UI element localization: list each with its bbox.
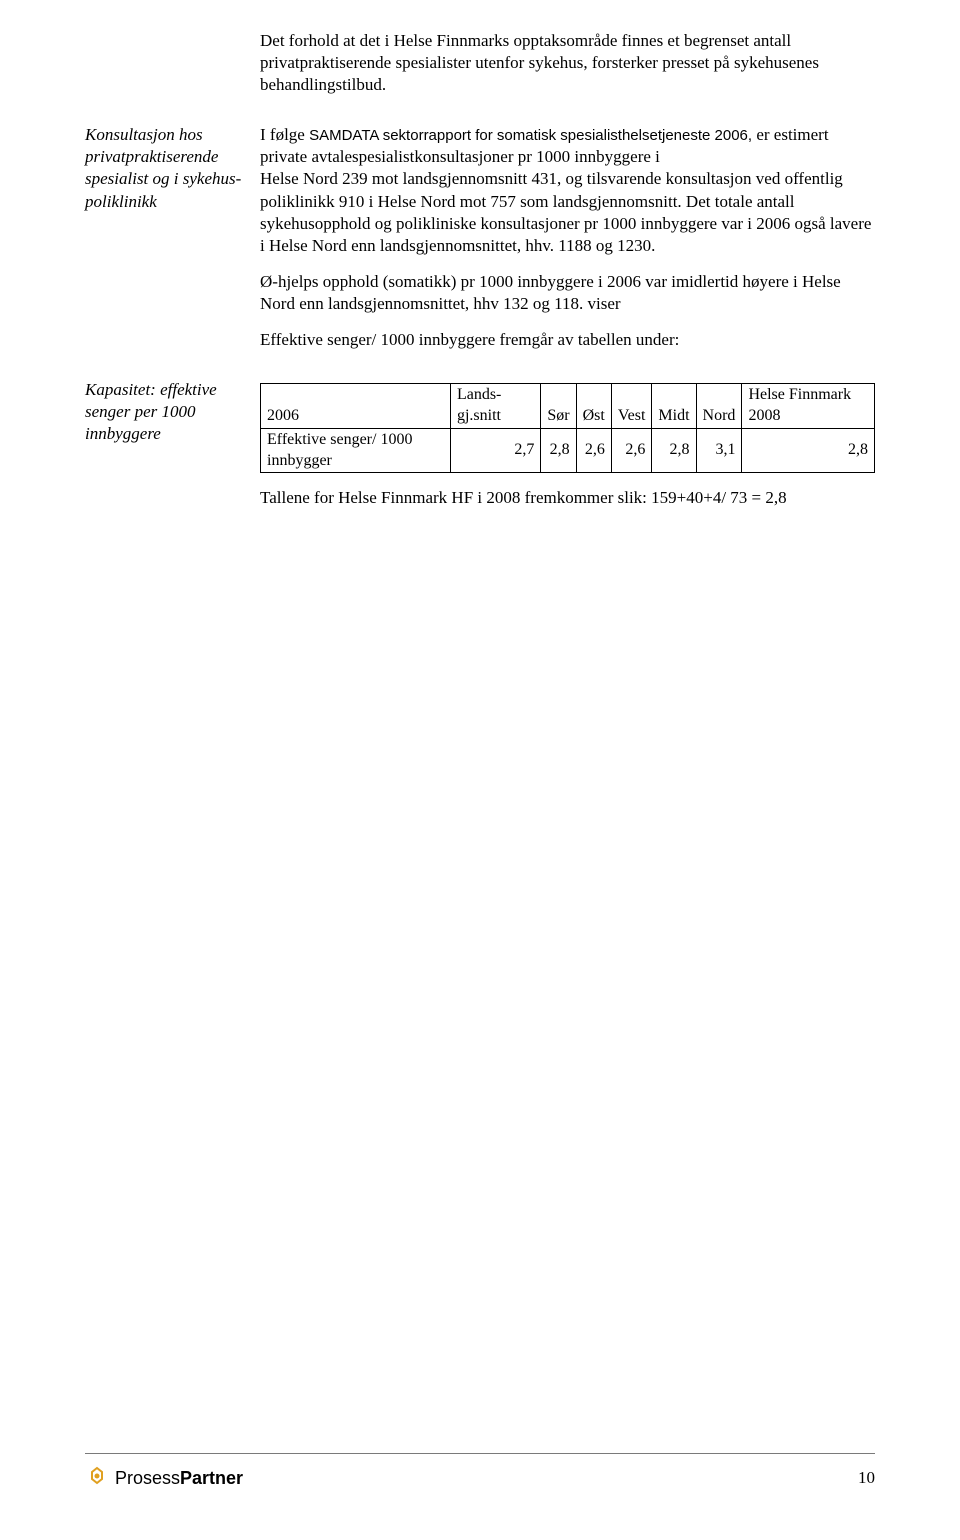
logo-partner: Partner <box>180 1468 243 1488</box>
page-footer: ProsessPartner 10 <box>85 1453 875 1490</box>
logo-icon <box>85 1466 109 1490</box>
table-row: Effektive senger/ 1000 innbygger 2,7 2,8… <box>261 428 875 473</box>
r1-ost: 2,6 <box>576 428 611 473</box>
logo-text: ProsessPartner <box>115 1468 243 1489</box>
side-konsultasjon: Konsultasjon hos privatpraktiserende spe… <box>85 124 260 212</box>
th-year: 2006 <box>261 384 451 429</box>
main-footnote: Tallene for Helse Finnmark HF i 2008 fre… <box>260 487 875 523</box>
r1-lands: 2,7 <box>450 428 540 473</box>
block-footnote: Tallene for Helse Finnmark HF i 2008 fre… <box>85 487 875 523</box>
th-vest: Vest <box>611 384 652 429</box>
footer-row: ProsessPartner 10 <box>85 1466 875 1490</box>
th-ost: Øst <box>576 384 611 429</box>
kons-para3: Ø-hjelps opphold (somatikk) pr 1000 innb… <box>260 271 875 315</box>
side-kapasitet: Kapasitet: effektive senger per 1000 inn… <box>85 379 260 445</box>
r1-sor: 2,8 <box>541 428 576 473</box>
kons-para2: Helse Nord 239 mot landsgjennomsnitt 431… <box>260 168 875 256</box>
table-header-row: 2006 Lands-gj.snitt Sør Øst Vest Midt No… <box>261 384 875 429</box>
effektive-senger-table: 2006 Lands-gj.snitt Sør Øst Vest Midt No… <box>260 383 875 473</box>
logo: ProsessPartner <box>85 1466 243 1490</box>
footer-divider <box>85 1453 875 1454</box>
kons-para4: Effektive senger/ 1000 innbyggere fremgå… <box>260 329 875 351</box>
r1-hf: 2,8 <box>742 428 875 473</box>
main-kapasitet: 2006 Lands-gj.snitt Sør Øst Vest Midt No… <box>260 379 875 473</box>
kons-p1b: SAMDATA sektorrapport for somatisk spesi… <box>309 127 752 144</box>
th-nord: Nord <box>696 384 742 429</box>
main-intro: Det forhold at det i Helse Finnmarks opp… <box>260 30 875 110</box>
th-lands: Lands-gj.snitt <box>450 384 540 429</box>
r1-nord: 3,1 <box>696 428 742 473</box>
kons-para1: I følge SAMDATA sektorrapport for somati… <box>260 124 875 168</box>
block-kapasitet: Kapasitet: effektive senger per 1000 inn… <box>85 379 875 473</box>
footnote-text: Tallene for Helse Finnmark HF i 2008 fre… <box>260 487 875 509</box>
th-hf: Helse Finnmark 2008 <box>742 384 875 429</box>
block-intro: Det forhold at det i Helse Finnmarks opp… <box>85 30 875 110</box>
r1-midt: 2,8 <box>652 428 696 473</box>
kons-p1a: I følge <box>260 125 309 144</box>
r1-label: Effektive senger/ 1000 innbygger <box>261 428 451 473</box>
main-konsultasjon: I følge SAMDATA sektorrapport for somati… <box>260 124 875 365</box>
block-konsultasjon: Konsultasjon hos privatpraktiserende spe… <box>85 124 875 365</box>
page-number: 10 <box>858 1468 875 1488</box>
th-sor: Sør <box>541 384 576 429</box>
intro-para: Det forhold at det i Helse Finnmarks opp… <box>260 30 875 96</box>
r1-vest: 2,6 <box>611 428 652 473</box>
th-midt: Midt <box>652 384 696 429</box>
logo-prosess: Prosess <box>115 1468 180 1488</box>
page-content: Det forhold at det i Helse Finnmarks opp… <box>0 0 960 523</box>
